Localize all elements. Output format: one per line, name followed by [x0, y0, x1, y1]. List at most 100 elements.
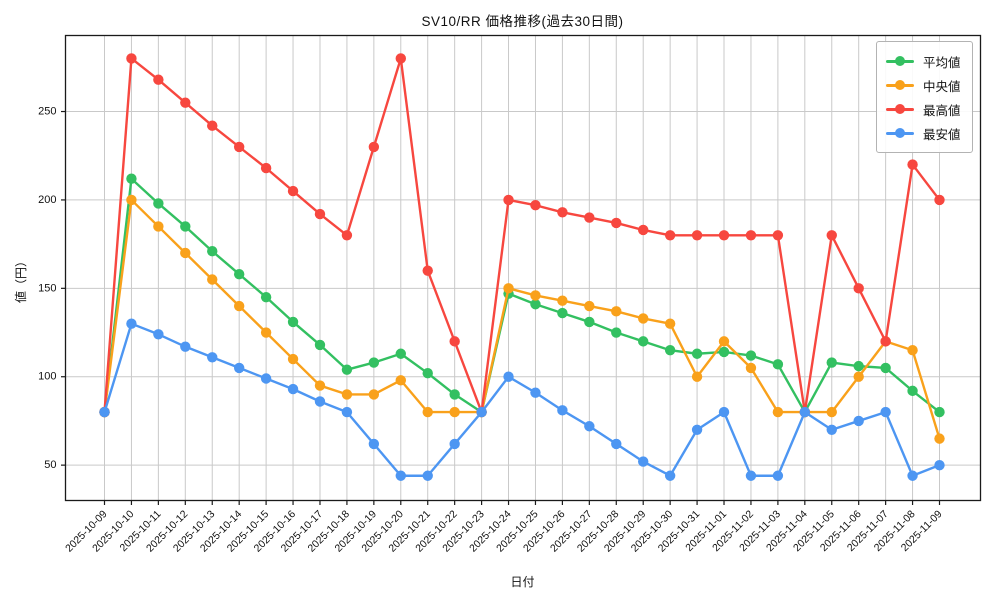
data-point — [449, 406, 460, 418]
data-point — [153, 198, 164, 209]
data-point — [611, 306, 622, 317]
data-point — [853, 360, 864, 372]
data-point — [503, 371, 514, 382]
data-point — [341, 389, 353, 400]
data-point — [853, 283, 864, 294]
data-point — [664, 345, 676, 356]
data-point — [260, 373, 272, 384]
data-point — [584, 300, 595, 312]
data-point — [126, 194, 137, 206]
data-point — [368, 141, 380, 153]
data-point — [287, 185, 299, 197]
data-point — [260, 162, 272, 174]
data-point — [314, 339, 326, 351]
data-point — [530, 387, 541, 398]
data-point — [826, 357, 837, 368]
data-point — [422, 265, 433, 276]
data-point — [395, 53, 406, 64]
data-point — [449, 438, 460, 450]
data-point — [557, 307, 568, 319]
data-point — [745, 350, 757, 361]
data-point — [422, 406, 433, 418]
data-point — [691, 424, 703, 435]
x-axis-label: 日付 — [510, 575, 535, 589]
data-point — [557, 295, 568, 306]
data-point — [287, 383, 299, 395]
data-point — [880, 336, 891, 347]
data-point — [611, 327, 622, 338]
y-tick-label: 100 — [38, 371, 56, 383]
legend-line-dot-icon — [886, 79, 914, 91]
data-point — [530, 200, 541, 211]
data-point — [207, 120, 218, 131]
data-point — [180, 341, 191, 352]
data-point — [287, 316, 299, 328]
data-point — [826, 424, 837, 435]
data-point — [907, 159, 918, 170]
data-point — [314, 396, 326, 407]
data-point — [611, 438, 622, 450]
data-point — [907, 345, 918, 356]
legend-item-max: 最高値 — [886, 97, 961, 121]
chart-legend: 平均値中央値最高値最安値 — [876, 41, 973, 153]
data-point — [584, 421, 595, 432]
data-point — [126, 53, 137, 64]
data-point — [126, 318, 137, 329]
data-point — [664, 470, 676, 481]
data-point — [611, 217, 622, 229]
data-point — [718, 406, 730, 418]
data-point — [934, 459, 945, 471]
legend-label: 最安値 — [923, 127, 961, 142]
data-point — [557, 405, 568, 416]
data-point — [422, 470, 433, 481]
gridlines — [65, 35, 981, 501]
legend-label: 中央値 — [923, 79, 961, 94]
data-point — [153, 74, 164, 85]
data-point — [934, 194, 945, 206]
data-point — [638, 313, 649, 324]
data-point — [772, 230, 784, 241]
data-point — [207, 352, 218, 363]
data-point — [745, 470, 757, 481]
series-avg — [99, 173, 945, 418]
legend-label: 平均値 — [923, 55, 961, 70]
data-point — [153, 221, 164, 232]
data-point — [530, 299, 541, 310]
legend-line-dot-icon — [886, 103, 914, 115]
y-tick-label: 250 — [38, 106, 56, 118]
data-point — [233, 362, 245, 374]
data-point — [260, 327, 272, 338]
data-point — [207, 274, 218, 285]
data-point — [503, 283, 514, 294]
data-point — [314, 380, 326, 391]
legend-label: 最高値 — [923, 103, 961, 118]
data-point — [422, 367, 433, 379]
data-point — [341, 364, 353, 375]
data-point — [180, 221, 191, 232]
data-point — [691, 371, 703, 382]
data-point — [476, 406, 487, 418]
legend-item-median: 中央値 — [886, 73, 961, 97]
data-point — [233, 300, 245, 312]
data-point — [826, 230, 837, 241]
data-point — [772, 406, 784, 418]
data-point — [341, 230, 353, 241]
data-point — [126, 173, 137, 184]
data-point — [664, 318, 676, 329]
data-point — [934, 406, 945, 418]
data-point — [691, 230, 703, 241]
data-point — [853, 371, 864, 382]
data-point — [233, 268, 245, 280]
data-point — [907, 470, 918, 481]
data-point — [638, 224, 649, 236]
data-point — [260, 291, 272, 303]
legend-line-dot-icon — [886, 127, 914, 139]
y-tick-label: 200 — [38, 194, 56, 206]
data-point — [772, 359, 784, 370]
data-point — [745, 362, 757, 374]
y-tick-label: 50 — [44, 459, 56, 471]
data-point — [153, 329, 164, 340]
data-point — [449, 336, 460, 347]
data-point — [233, 141, 245, 153]
